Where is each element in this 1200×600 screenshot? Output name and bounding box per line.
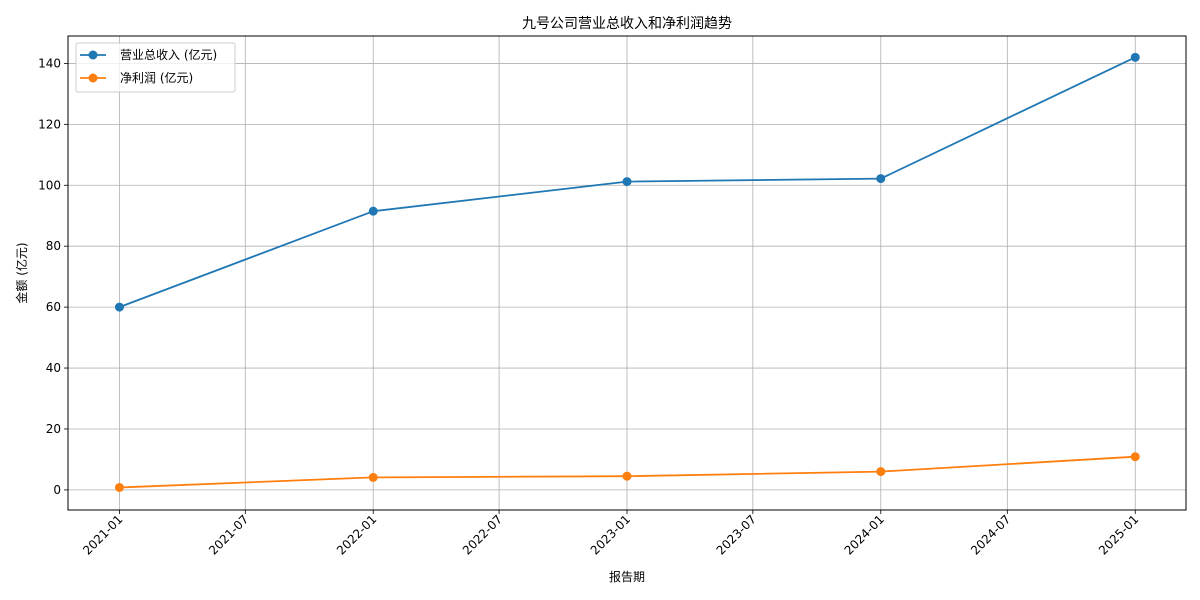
x-tick-label: 2021-07 [206,512,251,557]
data-point [622,471,632,481]
x-tick-label: 2024-07 [968,512,1013,557]
legend-box [75,42,236,93]
y-axis-label: 金额 (亿元) [14,242,29,303]
data-point [876,174,886,184]
y-tick-label: 100 [38,178,61,192]
data-point [622,177,632,187]
x-tick-label: 2023-01 [588,512,633,557]
y-axis: 0 20 40 60 80 100 120 140 [38,56,68,497]
data-point [368,206,378,216]
y-tick-label: 20 [46,422,61,436]
x-tick-label: 2023-07 [714,512,759,557]
data-point [876,467,886,477]
x-axis-label: 报告期 [609,569,645,584]
data-point [1130,452,1140,462]
legend-label-profit: 净利润 (亿元) [120,70,193,85]
chart-title: 九号公司营业总收入和净利润趋势 [522,16,732,32]
legend-marker-profit [88,73,98,83]
y-tick-label: 140 [38,56,61,70]
x-tick-label: 2021-01 [80,512,125,557]
x-tick-label: 2024-01 [842,512,887,557]
data-point [1130,52,1140,62]
legend: 营业总收入 (亿元) 净利润 (亿元) [75,42,236,93]
y-tick-label: 40 [46,361,61,375]
data-point [368,472,378,482]
x-tick-label: 2025-01 [1096,512,1141,557]
x-axis: 2021-01 2021-07 2022-01 2022-07 2023-01 2023-… [80,510,1141,558]
y-tick-label: 80 [46,239,61,253]
data-point [114,482,124,492]
data-point [114,302,124,312]
x-tick-label: 2022-07 [460,512,505,557]
y-tick-label: 60 [46,300,61,314]
series-group [114,52,1140,492]
legend-marker-revenue [88,50,98,60]
y-tick-label: 0 [53,483,61,497]
x-tick-label: 2022-01 [334,512,379,557]
grid [68,36,1186,510]
legend-label-revenue: 营业总收入 (亿元) [120,47,217,62]
y-tick-label: 120 [38,117,61,131]
